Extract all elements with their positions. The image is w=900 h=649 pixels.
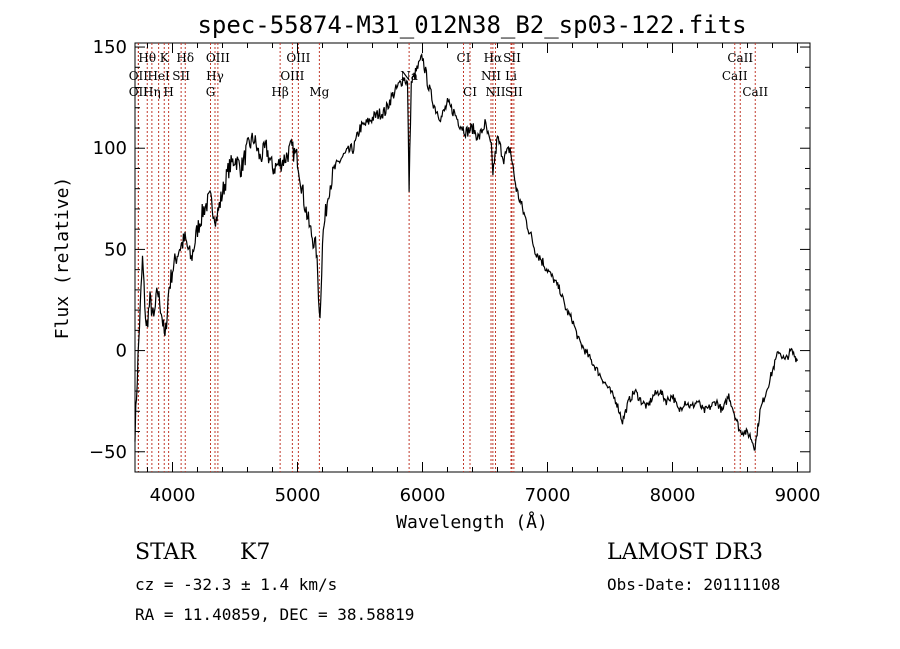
line-label-0: Hθ	[138, 51, 156, 65]
line-label-3: OIII	[206, 51, 230, 65]
line-label-23: Mg	[309, 85, 329, 99]
line-label-25: NII	[486, 85, 506, 99]
line-label-16: Li	[505, 69, 517, 83]
y-tick-label-3: 100	[93, 138, 127, 159]
redshift-cz: cz = -32.3 ± 1.4 km/s	[135, 575, 337, 594]
spectrum-line	[134, 52, 799, 451]
line-label-8: CaII	[727, 51, 753, 65]
line-label-24: CI	[463, 85, 477, 99]
x-tick-label-0: 4000	[150, 485, 196, 506]
line-label-22: Hβ	[271, 85, 288, 99]
line-label-7: SII	[503, 51, 521, 65]
x-tick-label-1: 5000	[275, 485, 321, 506]
line-label-1: K	[160, 51, 170, 65]
spectral-line-markers	[137, 43, 756, 472]
obs-date: Obs-Date: 20111108	[607, 575, 780, 594]
line-label-21: G	[206, 85, 216, 99]
y-tick-label-0: −50	[89, 442, 127, 463]
line-label-10: HeI	[147, 69, 170, 83]
ra-dec: RA = 11.40859, DEC = 38.58819	[135, 605, 414, 624]
y-axis-label: Flux (relative)	[52, 177, 73, 340]
x-tick-label-3: 7000	[525, 485, 571, 506]
x-tick-label-4: 8000	[650, 485, 696, 506]
axis-ticks	[135, 43, 810, 473]
line-label-20: H	[163, 85, 173, 99]
survey-name: LAMOST DR3	[607, 540, 763, 565]
line-label-19: Hη	[143, 85, 161, 99]
y-tick-label-1: 0	[116, 341, 127, 362]
chart-title: spec-55874-M31_012N38_B2_sp03-122.fits	[197, 11, 746, 39]
line-label-13: OIII	[280, 69, 304, 83]
line-label-12: Hγ	[206, 69, 224, 83]
line-label-4: OIII	[286, 51, 310, 65]
x-tick-label-2: 6000	[400, 485, 446, 506]
y-tick-label-4: 150	[93, 37, 127, 58]
line-label-26: SII	[505, 85, 523, 99]
line-label-18: OII	[129, 85, 149, 99]
x-tick-label-5: 9000	[775, 485, 821, 506]
line-label-27: CaII	[742, 85, 768, 99]
line-label-5: CI	[457, 51, 471, 65]
object-subclass: K7	[240, 540, 270, 565]
object-type: STAR	[135, 540, 197, 565]
line-label-11: SII	[172, 69, 190, 83]
axis-tick-labels: 4000 5000 6000 7000 8000 9000 −50 0 50 100 150	[89, 37, 820, 506]
line-label-9: OII	[129, 69, 149, 83]
line-label-2: Hδ	[176, 51, 194, 65]
line-label-6: Hα	[484, 51, 503, 65]
line-label-17: CaII	[722, 69, 748, 83]
x-axis-label: Wavelength (Å)	[396, 511, 548, 533]
line-label-15: NII	[481, 69, 501, 83]
y-tick-label-2: 50	[104, 239, 127, 260]
